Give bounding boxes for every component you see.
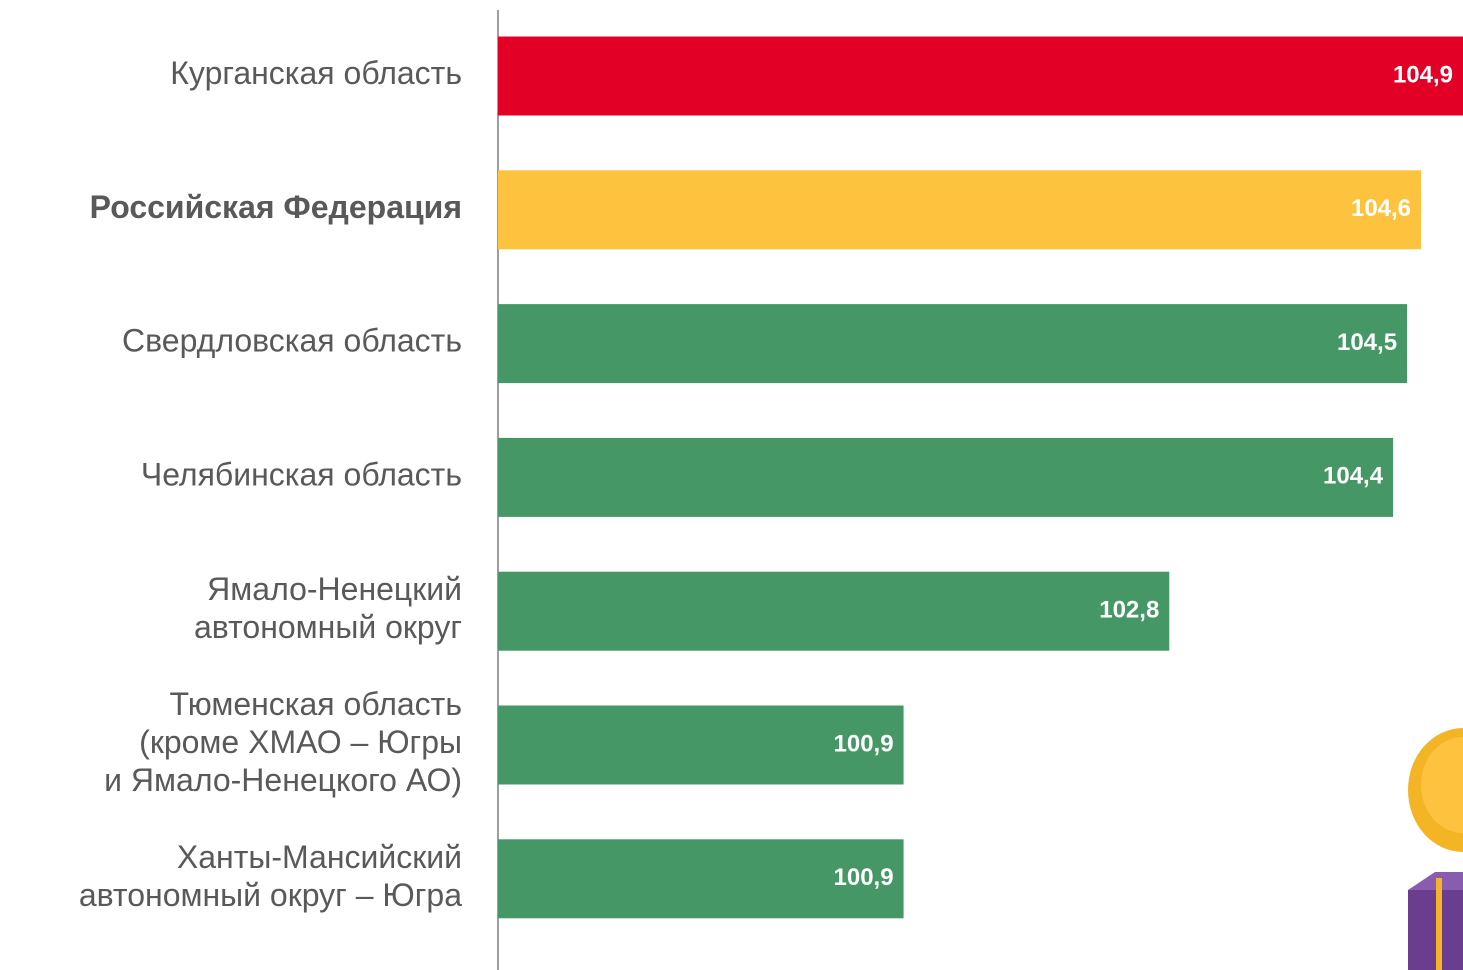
bar (498, 438, 1393, 517)
chart: Курганская область 104,9 Российская Федера… (0, 0, 1463, 970)
category-label: Российская Федерация (90, 189, 462, 225)
category-label: Курганская область (170, 55, 462, 91)
bar (498, 37, 1463, 116)
category-label: Челябинская область (141, 457, 462, 493)
category-label: Свердловская область (122, 323, 462, 359)
value-label: 100,9 (834, 864, 894, 891)
value-label: 104,5 (1337, 329, 1397, 356)
value-label: 104,4 (1323, 463, 1384, 490)
value-label: 104,6 (1351, 195, 1411, 222)
bar (498, 304, 1407, 383)
value-label: 102,8 (1099, 597, 1159, 624)
bar (498, 572, 1169, 651)
value-label: 100,9 (834, 730, 894, 757)
decor-icon (1408, 728, 1463, 970)
bar (498, 170, 1421, 249)
value-label: 104,9 (1393, 61, 1453, 88)
